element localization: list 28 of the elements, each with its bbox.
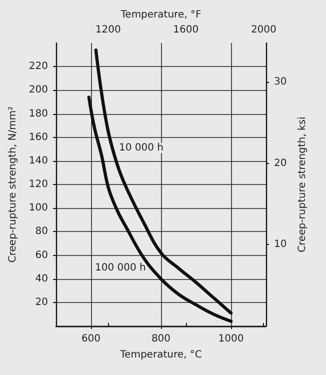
x-tick-label: 800 (151, 334, 171, 344)
y-tick-label: 100 (28, 202, 48, 214)
y-tick-label: 160 (28, 132, 48, 143)
y-tick-label: 220 (28, 61, 48, 72)
y2-tick-label: 20 (274, 158, 287, 169)
y-tick-label: 180 (28, 108, 48, 120)
y2-tick-label: 30 (274, 76, 287, 88)
y-tick-label: 200 (28, 84, 48, 96)
y-tick-label: 40 (35, 273, 48, 284)
x2-tick-label: 1200 (95, 24, 121, 36)
line-series (87, 96, 233, 323)
y-tick-label: 60 (35, 250, 48, 261)
line-series (94, 48, 233, 315)
y-tick-label: 20 (35, 296, 48, 308)
annotation: 10 000 h (119, 142, 164, 154)
x2-tick-label: 1600 (173, 24, 199, 36)
annotation: 100 000 h (95, 262, 146, 274)
x-axis-title: Temperature, °C (119, 350, 202, 360)
x2-axis-title: Temperature, °F (120, 10, 202, 21)
y2-axis-title: Creep-rupture strength, ksi (297, 116, 308, 252)
x-tick-label: 600 (81, 334, 101, 344)
y2-tick-label: 10 (274, 239, 287, 250)
y-axis-title: Creep-rupture strength, N/mm² (8, 106, 18, 263)
y-tick-label: 80 (35, 226, 48, 238)
y-tick-label: 140 (28, 155, 48, 166)
x-tick-label: 1000 (218, 334, 244, 344)
y-tick-label: 120 (28, 179, 48, 190)
x2-tick-label: 2000 (250, 24, 276, 36)
